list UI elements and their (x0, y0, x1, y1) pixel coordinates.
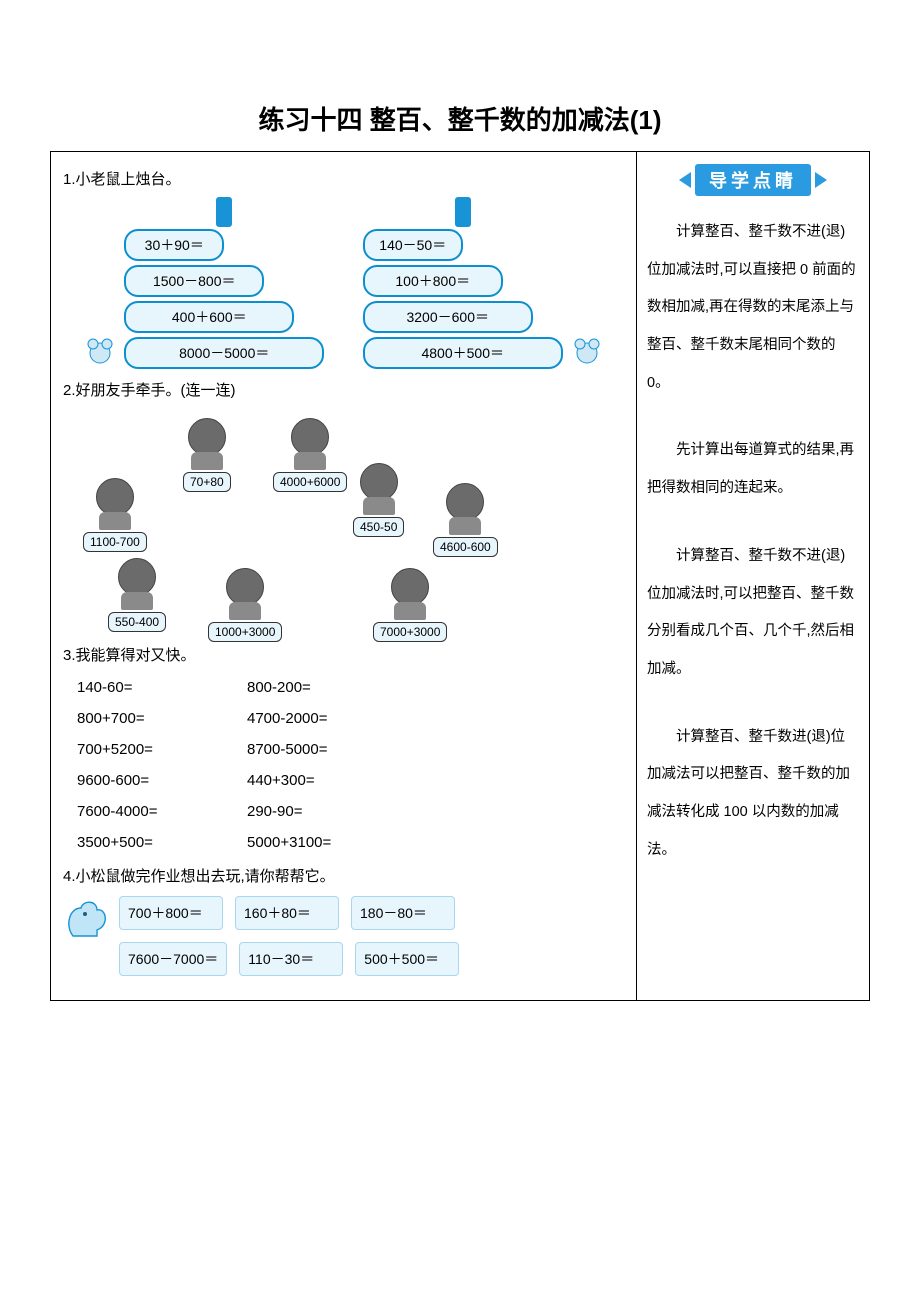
expression-card: 450-50 (353, 517, 404, 537)
q4-wrap: 700＋800＝ 160＋80＝ 180－80＝ 7600－7000＝ 110－30＝ 5… (63, 896, 624, 988)
kid-with-card: 1100-700 (83, 478, 147, 552)
kid-body-icon (99, 512, 131, 530)
kid-head-icon (118, 558, 156, 596)
kid-with-card: 4600-600 (433, 483, 498, 557)
kid-head-icon (188, 418, 226, 456)
squirrel-icon (63, 896, 111, 949)
expression-card: 70+80 (183, 472, 231, 492)
kid-body-icon (449, 517, 481, 535)
cake-row: 8000－5000＝ (124, 337, 324, 369)
kid-body-icon (294, 452, 326, 470)
calc-cell: 800-200= (247, 679, 417, 696)
q1-left-pyramid: 30＋90＝ 1500－800＝ 400＋600＝ 8000－5000＝ (124, 197, 324, 369)
page-title: 练习十四 整百、整千数的加减法(1) (50, 100, 870, 137)
expression-card: 7000+3000 (373, 622, 447, 642)
expression-card: 1000+3000 (208, 622, 282, 642)
p4-row: 700＋800＝ 160＋80＝ 180－80＝ (119, 896, 624, 930)
q3-label: 3.我能算得对又快。 (63, 644, 624, 665)
candle-icon (455, 197, 471, 227)
calc-cell: 9600-600= (77, 772, 247, 789)
kid-head-icon (446, 483, 484, 521)
calc-row: 140-60=800-200= (77, 679, 624, 696)
p4-cell: 110－30＝ (239, 942, 343, 976)
calc-cell: 3500+500= (77, 834, 247, 851)
kid-body-icon (229, 602, 261, 620)
expression-card: 4600-600 (433, 537, 498, 557)
main-container: 1.小老鼠上烛台。 30＋90＝ 1500－800＝ 400＋600＝ 8000－50… (50, 151, 870, 1001)
calc-row: 3500+500=5000+3100= (77, 834, 624, 851)
expression-card: 4000+6000 (273, 472, 347, 492)
calc-cell: 140-60= (77, 679, 247, 696)
kid-body-icon (394, 602, 426, 620)
q1-label: 1.小老鼠上烛台。 (63, 168, 624, 189)
tip-paragraph-2: 先计算出每道算式的结果,再把得数相同的连起来。 (647, 432, 859, 507)
candle-icon (216, 197, 232, 227)
worksheet-page: 练习十四 整百、整千数的加减法(1) 1.小老鼠上烛台。 30＋90＝ 1500－… (0, 0, 920, 1061)
calc-row: 800+700=4700-2000= (77, 710, 624, 727)
q4-label: 4.小松鼠做完作业想出去玩,请你帮帮它。 (63, 865, 624, 886)
q1-right-pyramid: 140－50＝ 100＋800＝ 3200－600＝ 4800＋500＝ (363, 197, 563, 369)
tip-paragraph-1: 计算整百、整千数不进(退)位加减法时,可以直接把 0 前面的数相加减,再在得数的… (647, 214, 859, 402)
calc-cell: 7600-4000= (77, 803, 247, 820)
expression-card: 550-400 (108, 612, 166, 632)
kid-body-icon (363, 497, 395, 515)
calc-cell: 700+5200= (77, 741, 247, 758)
cake-row: 1500－800＝ (124, 265, 264, 297)
calc-cell: 8700-5000= (247, 741, 417, 758)
chevron-left-icon (679, 172, 691, 188)
tip-paragraph-4: 计算整百、整千数进(退)位加减法可以把整百、整千数的加减法转化成 100 以内数… (647, 719, 859, 870)
right-column: 导学点睛 计算整百、整千数不进(退)位加减法时,可以直接把 0 前面的数相加减,… (637, 152, 869, 1000)
mouse-icon (82, 333, 118, 369)
q1-pyramids: 30＋90＝ 1500－800＝ 400＋600＝ 8000－5000＝ 140－50… (63, 197, 624, 369)
tip-paragraph-3: 计算整百、整千数不进(退)位加减法时,可以把整百、整千数分别看成几个百、几个千,… (647, 538, 859, 689)
kid-head-icon (291, 418, 329, 456)
p4-cell: 500＋500＝ (355, 942, 459, 976)
cake-row: 140－50＝ (363, 229, 463, 261)
kid-head-icon (226, 568, 264, 606)
left-column: 1.小老鼠上烛台。 30＋90＝ 1500－800＝ 400＋600＝ 8000－50… (51, 152, 637, 1000)
kid-head-icon (96, 478, 134, 516)
q4-grid: 700＋800＝ 160＋80＝ 180－80＝ 7600－7000＝ 110－30＝ 5… (119, 896, 624, 988)
p4-cell: 700＋800＝ (119, 896, 223, 930)
cake-row: 3200－600＝ (363, 301, 533, 333)
kid-with-card: 7000+3000 (373, 568, 447, 642)
p4-row: 7600－7000＝ 110－30＝ 500＋500＝ (119, 942, 624, 976)
kid-with-card: 550-400 (108, 558, 166, 632)
cake-row: 30＋90＝ (124, 229, 224, 261)
q1-left-group: 30＋90＝ 1500－800＝ 400＋600＝ 8000－5000＝ (82, 197, 324, 369)
calc-row: 9600-600=440+300= (77, 772, 624, 789)
tip-banner: 导学点睛 (647, 164, 859, 196)
kid-with-card: 4000+6000 (273, 418, 347, 492)
calc-row: 7600-4000=290-90= (77, 803, 624, 820)
calc-cell: 440+300= (247, 772, 417, 789)
calc-cell: 4700-2000= (247, 710, 417, 727)
mouse-icon (569, 333, 605, 369)
expression-card: 1100-700 (83, 532, 147, 552)
kid-with-card: 1000+3000 (208, 568, 282, 642)
cake-row: 100＋800＝ (363, 265, 503, 297)
q1-right-group: 140－50＝ 100＋800＝ 3200－600＝ 4800＋500＝ (363, 197, 605, 369)
kid-with-card: 70+80 (183, 418, 231, 492)
q2-label: 2.好朋友手牵手。(连一连) (63, 379, 624, 400)
kid-body-icon (121, 592, 153, 610)
q2-area: 70+80 4000+6000 1100-700 450-50 4600-600 550-… (63, 408, 624, 638)
kid-with-card: 450-50 (353, 463, 404, 537)
tip-banner-label: 导学点睛 (695, 164, 811, 196)
calc-row: 700+5200=8700-5000= (77, 741, 624, 758)
cake-row: 4800＋500＝ (363, 337, 563, 369)
kid-head-icon (391, 568, 429, 606)
kid-head-icon (360, 463, 398, 501)
kid-body-icon (191, 452, 223, 470)
p4-cell: 160＋80＝ (235, 896, 339, 930)
p4-cell: 7600－7000＝ (119, 942, 227, 976)
calc-cell: 5000+3100= (247, 834, 417, 851)
p4-cell: 180－80＝ (351, 896, 455, 930)
cake-row: 400＋600＝ (124, 301, 294, 333)
chevron-right-icon (815, 172, 827, 188)
calc-cell: 800+700= (77, 710, 247, 727)
q3-grid: 140-60=800-200=800+700=4700-2000=700+520… (77, 679, 624, 851)
calc-cell: 290-90= (247, 803, 417, 820)
